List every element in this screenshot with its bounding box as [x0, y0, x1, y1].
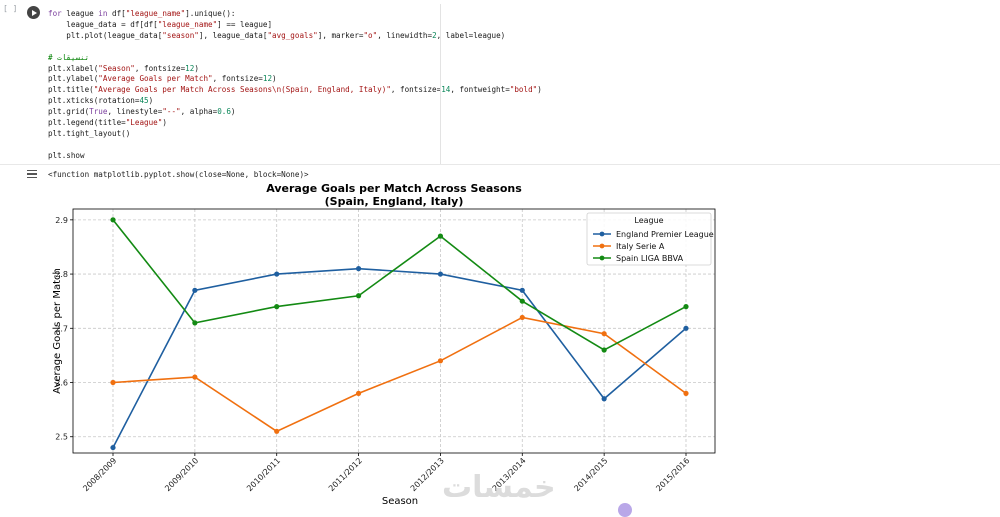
data-point [437, 271, 444, 277]
data-point [437, 233, 444, 239]
data-point [437, 358, 444, 364]
data-point [355, 390, 362, 396]
data-point [519, 287, 525, 293]
data-point [192, 287, 198, 293]
code-line[interactable]: plt.xticks(rotation=45) [48, 96, 154, 106]
data-point [519, 298, 525, 304]
legend-title: League [634, 216, 663, 225]
watermark-text: خمسات [442, 470, 556, 505]
data-point [110, 444, 116, 451]
data-point [601, 331, 607, 337]
data-point [192, 374, 198, 380]
legend-marker [599, 231, 605, 237]
data-point [274, 271, 280, 277]
watermark-dot [618, 503, 632, 517]
cell-divider [0, 164, 1000, 165]
x-tick-label: 2009/2010 [163, 456, 200, 493]
data-point [274, 304, 280, 310]
y-tick-label: 2.9 [55, 216, 68, 225]
code-cell[interactable]: for league in df["league_name"].unique()… [44, 4, 998, 164]
code-line[interactable]: for league in df["league_name"].unique()… [48, 9, 236, 18]
code-line[interactable]: plt.legend(title="League") [48, 118, 167, 128]
code-line[interactable]: plt.title("Average Goals per Match Acros… [48, 85, 542, 95]
plot-frame [72, 208, 716, 454]
x-tick-label: 2012/2013 [409, 456, 446, 493]
data-point [683, 304, 689, 310]
legend-marker [599, 255, 605, 261]
y-tick-label: 2.7 [55, 324, 68, 333]
x-tick-label: 2008/2009 [81, 456, 118, 493]
x-tick-label: 2011/2012 [327, 456, 364, 493]
code-line[interactable]: plt.plot(league_data["season"], league_d… [48, 30, 506, 40]
editor-ruler [440, 4, 441, 164]
code-line[interactable]: plt.grid(True, linestyle="--", alpha=0.6… [48, 107, 236, 117]
x-tick-label: 2014/2015 [572, 456, 609, 493]
output-options-icon[interactable] [27, 170, 37, 179]
series-line [112, 316, 687, 433]
code-line[interactable]: plt.show [48, 150, 85, 160]
run-cell-button[interactable] [27, 6, 40, 19]
y-tick-label: 2.6 [55, 379, 68, 388]
legend-entry: Spain LIGA BBVA [616, 254, 684, 263]
legend-marker [599, 243, 605, 249]
code-line[interactable]: plt.xlabel("Season", fontsize=12) [48, 63, 199, 73]
data-point [601, 347, 607, 353]
code-line[interactable]: league_data = df[df["league_name"] == le… [48, 19, 273, 29]
y-axis-label: Average Goals per Match [52, 268, 63, 394]
data-point [110, 379, 116, 386]
y-tick-label: 2.8 [55, 270, 68, 279]
code-editor[interactable]: for league in df["league_name"].unique()… [48, 9, 542, 162]
line-chart: Average Goals per Match Across Seasons(S… [52, 182, 716, 507]
data-point [601, 396, 607, 402]
x-axis-label: Season [382, 496, 418, 507]
x-tick-label: 2015/2016 [654, 456, 691, 493]
data-point [683, 325, 689, 331]
data-point [355, 266, 362, 272]
data-point [355, 293, 362, 299]
chart-title: Average Goals per Match Across Seasons [266, 182, 522, 195]
cell-gutter: [ ] [0, 0, 22, 510]
code-line[interactable]: plt.ylabel("Average Goals per Match", fo… [48, 74, 277, 84]
legend-box [586, 212, 712, 266]
code-line[interactable]: # تنسيقات [48, 52, 90, 62]
data-point [192, 320, 198, 326]
data-point [519, 314, 525, 321]
series-line [112, 219, 687, 351]
legend-entry: England Premier League [616, 230, 714, 239]
series-line [112, 267, 687, 448]
chart: Average Goals per Match Across Seasons (S… [40, 180, 720, 510]
output-text: <function matplotlib.pyplot.show(close=N… [48, 170, 309, 179]
y-tick-label: 2.5 [55, 433, 68, 442]
data-point [274, 428, 280, 434]
execution-count: [ ] [3, 4, 18, 13]
code-line[interactable]: plt.tight_layout() [48, 128, 131, 138]
legend-entry: Italy Serie A [616, 242, 665, 251]
x-tick-label: 2010/2011 [245, 456, 282, 493]
data-point [683, 390, 689, 396]
data-point [110, 217, 116, 223]
chart-subtitle: (Spain, England, Italy) [325, 195, 464, 208]
